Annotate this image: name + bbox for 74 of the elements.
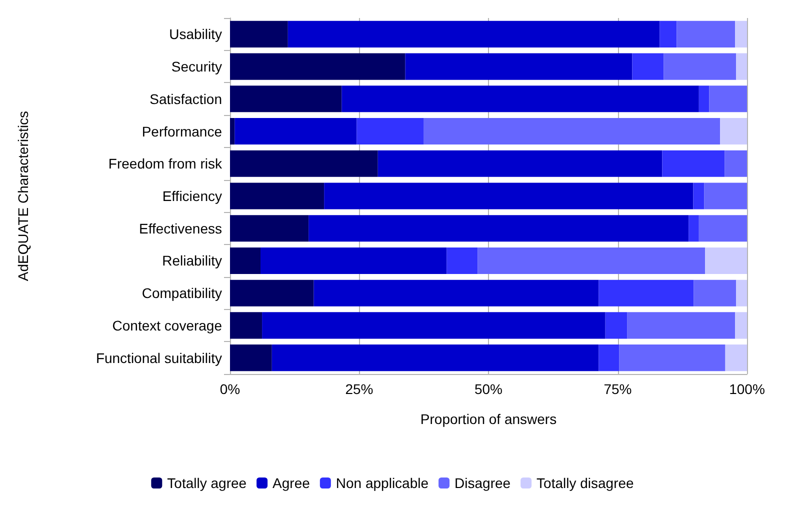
bar xyxy=(676,20,736,48)
bar xyxy=(735,20,747,48)
bar xyxy=(694,280,736,306)
y-tick-label: Efficiency xyxy=(162,188,222,204)
bar xyxy=(314,280,599,306)
bar xyxy=(308,215,689,242)
bar xyxy=(605,312,628,339)
bar xyxy=(230,86,342,112)
bar xyxy=(230,312,262,339)
bar xyxy=(234,118,357,145)
bar xyxy=(356,118,424,145)
bar xyxy=(698,215,747,242)
y-axis-title: AdEQUATE Characteristics xyxy=(15,110,31,282)
y-tick-label: Effectiveness xyxy=(138,220,222,236)
x-tick-label: 50% xyxy=(474,381,503,397)
bar xyxy=(446,247,478,274)
bar xyxy=(288,20,660,48)
y-tick-label: Security xyxy=(171,58,222,75)
legend-label: Totally disagree xyxy=(536,475,634,491)
y-tick-label: Freedom from risk xyxy=(108,156,223,172)
bar xyxy=(709,86,747,112)
bar xyxy=(619,344,726,372)
x-axis-title: Proportion of answers xyxy=(420,411,557,427)
legend-label: Agree xyxy=(272,475,310,491)
bar xyxy=(378,150,662,177)
legend-label: Disagree xyxy=(454,475,511,491)
y-tick-label: Performance xyxy=(142,123,222,140)
bar xyxy=(230,150,378,177)
y-tick-label: Usability xyxy=(169,26,222,42)
bar xyxy=(688,215,699,242)
x-tick-label: 25% xyxy=(345,381,374,397)
bar xyxy=(324,182,694,210)
legend-label: Totally agree xyxy=(167,475,247,491)
bar xyxy=(698,86,710,112)
y-tick-label: Context coverage xyxy=(112,317,222,334)
bar xyxy=(693,182,704,210)
bar xyxy=(230,20,288,48)
y-tick-label: Satisfaction xyxy=(150,90,222,107)
bar xyxy=(272,344,599,372)
bar xyxy=(725,344,747,372)
y-tick-label: Compatibility xyxy=(142,285,222,302)
y-tick-label: Reliability xyxy=(162,252,222,269)
bar xyxy=(230,215,309,242)
bar xyxy=(720,118,747,145)
bar xyxy=(478,247,706,274)
bar xyxy=(424,118,720,145)
bar xyxy=(230,182,324,210)
x-tick-label: 100% xyxy=(729,381,765,397)
bar xyxy=(230,280,314,306)
bar xyxy=(627,312,736,339)
bar xyxy=(262,312,606,339)
legend-label: Non applicable xyxy=(336,475,429,491)
y-tick-label: Functional suitability xyxy=(96,350,222,366)
bar xyxy=(342,86,699,112)
bar xyxy=(736,53,747,80)
bar xyxy=(598,280,694,306)
x-tick-label: 0% xyxy=(220,381,240,397)
bar xyxy=(230,247,261,274)
bar xyxy=(260,247,447,274)
bar xyxy=(704,182,747,210)
bar xyxy=(705,247,747,274)
bar xyxy=(632,53,664,80)
bar xyxy=(660,20,677,48)
bar xyxy=(230,53,406,80)
bar xyxy=(230,344,272,372)
bar xyxy=(662,150,725,177)
bar xyxy=(736,280,747,306)
bar xyxy=(735,312,747,339)
bar xyxy=(664,53,736,80)
bar xyxy=(724,150,747,177)
bar xyxy=(598,344,620,372)
bar xyxy=(405,53,632,80)
x-tick-label: 75% xyxy=(604,381,632,397)
bar xyxy=(230,118,235,145)
